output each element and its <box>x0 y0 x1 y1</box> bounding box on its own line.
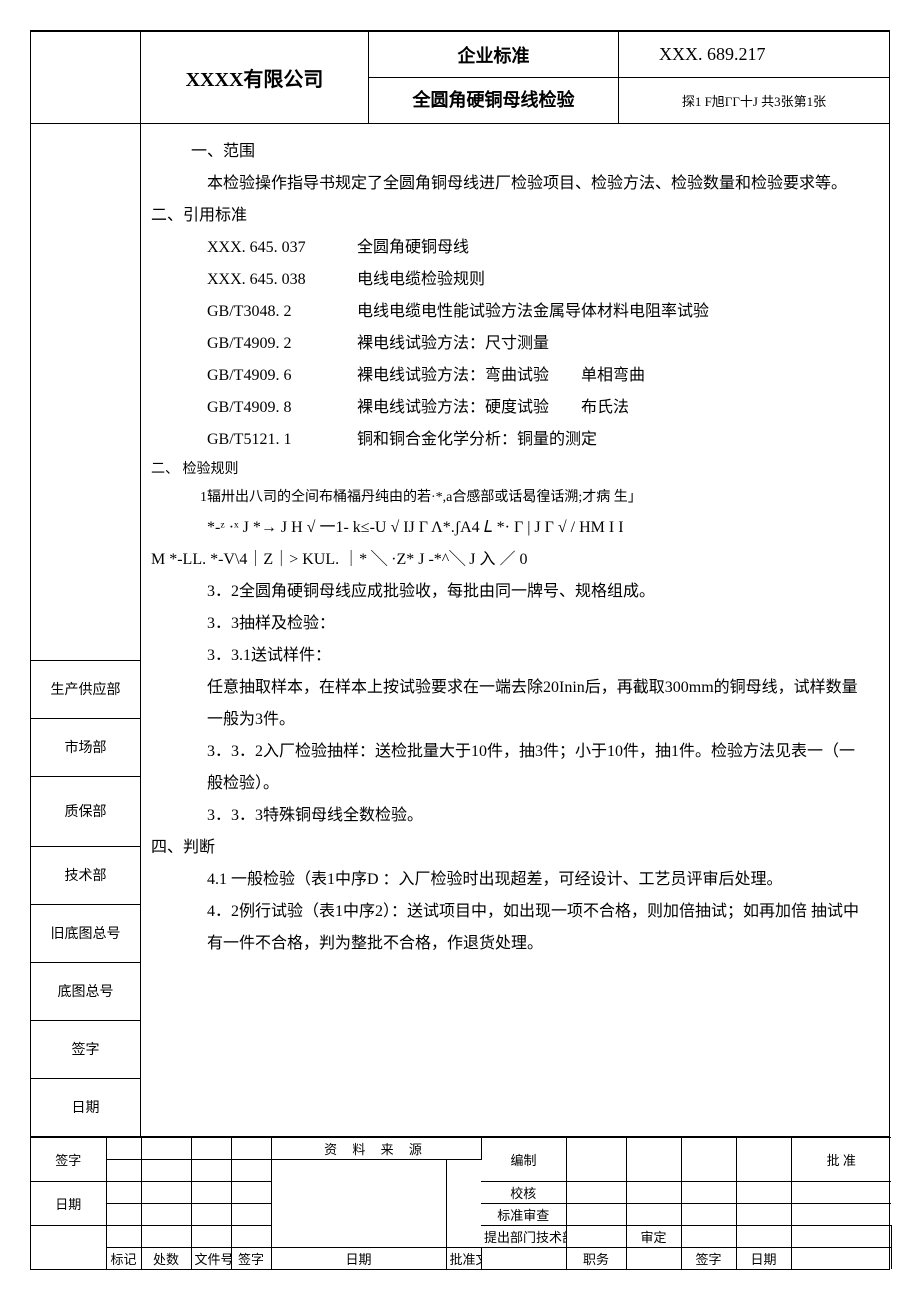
section-3-line: 3．3抽样及检验： <box>151 608 869 640</box>
side-dept-2: 市场部 <box>31 718 140 776</box>
compile-label: 编制 <box>481 1137 566 1181</box>
footer-date-label: 日期 <box>31 1181 106 1225</box>
section-3-line: 3．3．2入厂检验抽样：送检批量大于10件，抽3件；小于10件，抽1件。检验方法… <box>151 736 869 800</box>
section-3-line: 任意抽取样本，在样本上按试验要求在一端去除20Inin后，再截取300mm的铜母… <box>151 672 869 736</box>
approve-no-label: 批准文号 <box>446 1247 481 1269</box>
side-sign: 签字 <box>31 1020 140 1078</box>
date2-label: 日期 <box>736 1247 791 1269</box>
standard-item: GB/T4909. 6裸电线试验方法：弯曲试验 单相弯曲 <box>151 360 869 392</box>
standard-label: 企业标准 <box>369 32 618 78</box>
section-3-line: 3．3.1送试样件： <box>151 640 869 672</box>
side-date: 日期 <box>31 1078 140 1136</box>
source-label: 资 料 来 源 <box>271 1137 481 1159</box>
count-label: 处数 <box>141 1247 191 1269</box>
standard-item: GB/T4909. 2裸电线试验方法：尺寸测量 <box>151 328 869 360</box>
side-dept-4: 技术部 <box>31 846 140 904</box>
duty-label: 职务 <box>566 1247 626 1269</box>
section-1-heading: 一、范围 <box>151 136 869 168</box>
mark-label: 标记 <box>106 1247 141 1269</box>
footer-table: 签字 资 料 来 源 编制 批 准 日期 校核 <box>31 1136 889 1270</box>
standard-item: GB/T5121. 1铜和铜合金化学分析：铜量的测定 <box>151 424 869 456</box>
section-3-line: 3．3．3特殊铜母线全数检验。 <box>151 800 869 832</box>
date-label: 日期 <box>271 1247 446 1269</box>
footer-sign-label: 签字 <box>31 1137 106 1181</box>
stdreview-label: 标准审查 <box>481 1203 566 1225</box>
section-4-line: 4．2例行试验（表1中序2）：送试项目中，如出现一项不合格，则加倍抽试；如再加倍… <box>151 896 869 960</box>
section-2-heading: 二、引用标准 <box>151 200 869 232</box>
side-base-number: 底图总号 <box>31 962 140 1020</box>
section-3-heading: 二、 检验规则 <box>151 456 869 484</box>
file-label: 文件号 <box>191 1247 231 1269</box>
document-header: XXXX有限公司 企业标准 全圆角硬铜母线检验 XXX. 689.217 探1 … <box>31 30 889 124</box>
section-3-line: M *-LL. *-V\4｜Z｜> KUL. ｜* ╲ ·Z* J -*^╲ J… <box>151 544 869 576</box>
document-number: XXX. 689.217 <box>619 32 889 78</box>
sign-label: 签字 <box>231 1247 271 1269</box>
check-label: 校核 <box>481 1181 566 1203</box>
company-name: XXXX有限公司 <box>141 32 369 123</box>
side-dept-1: 生产供应部 <box>31 660 140 718</box>
document-title: 全圆角硬铜母线检验 <box>369 78 618 123</box>
document-body: 一、范围 本检验操作指导书规定了全圆角铜母线进厂检验项目、检验方法、检验数量和检… <box>141 124 889 1136</box>
section-4-line: 4.1 一般检验（表1中序D ：入厂检验时出现超差，可经设计、工艺员评审后处理。 <box>151 864 869 896</box>
standard-item: GB/T4909. 8裸电线试验方法：硬度试验 布氏法 <box>151 392 869 424</box>
page-info: 探1 F旭ΓΓ十J 共3张第1张 <box>619 78 889 123</box>
ratify-label: 批 准 <box>791 1137 891 1181</box>
side-column: 生产供应部 市场部 质保部 技术部 旧底图总号 底图总号 签字 日期 <box>31 124 141 1136</box>
standard-item: XXX. 645. 037全圆角硬铜母线 <box>151 232 869 264</box>
sign2-label: 签字 <box>681 1247 736 1269</box>
section-3-line: 1辐卅出八司的仝间布桶福丹纯由的若·*,a合感部或话曷徨话溯;才病 生」 <box>151 484 869 512</box>
section-3-line: *-ᶻ ·ˣ J *→ J H √ 一1- k≤-U √ IJ Γ Λ*.ʃA4… <box>151 512 869 544</box>
side-dept-3: 质保部 <box>31 776 140 846</box>
standard-item: XXX. 645. 038电线电缆检验规则 <box>151 264 869 296</box>
section-4-heading: 四、判断 <box>151 832 869 864</box>
standard-item: GB/T3048. 2电线电缆电性能试验方法金属导体材料电阻率试验 <box>151 296 869 328</box>
dept-label: 提出部门技术部 <box>481 1225 566 1247</box>
approve-label: 审定 <box>626 1225 681 1247</box>
side-old-number: 旧底图总号 <box>31 904 140 962</box>
section-1-text: 本检验操作指导书规定了全圆角铜母线进厂检验项目、检验方法、检验数量和检验要求等。 <box>151 168 869 200</box>
section-3-line: 3．2全圆角硬铜母线应成批验收，每批由同一牌号、规格组成。 <box>151 576 869 608</box>
